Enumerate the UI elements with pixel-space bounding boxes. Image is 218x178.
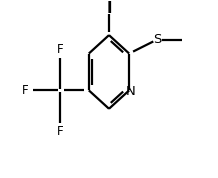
Text: I: I (106, 1, 112, 16)
Text: F: F (57, 125, 63, 138)
Text: F: F (57, 43, 63, 56)
Text: F: F (22, 84, 28, 97)
Text: N: N (126, 85, 135, 98)
Text: S: S (153, 33, 161, 46)
